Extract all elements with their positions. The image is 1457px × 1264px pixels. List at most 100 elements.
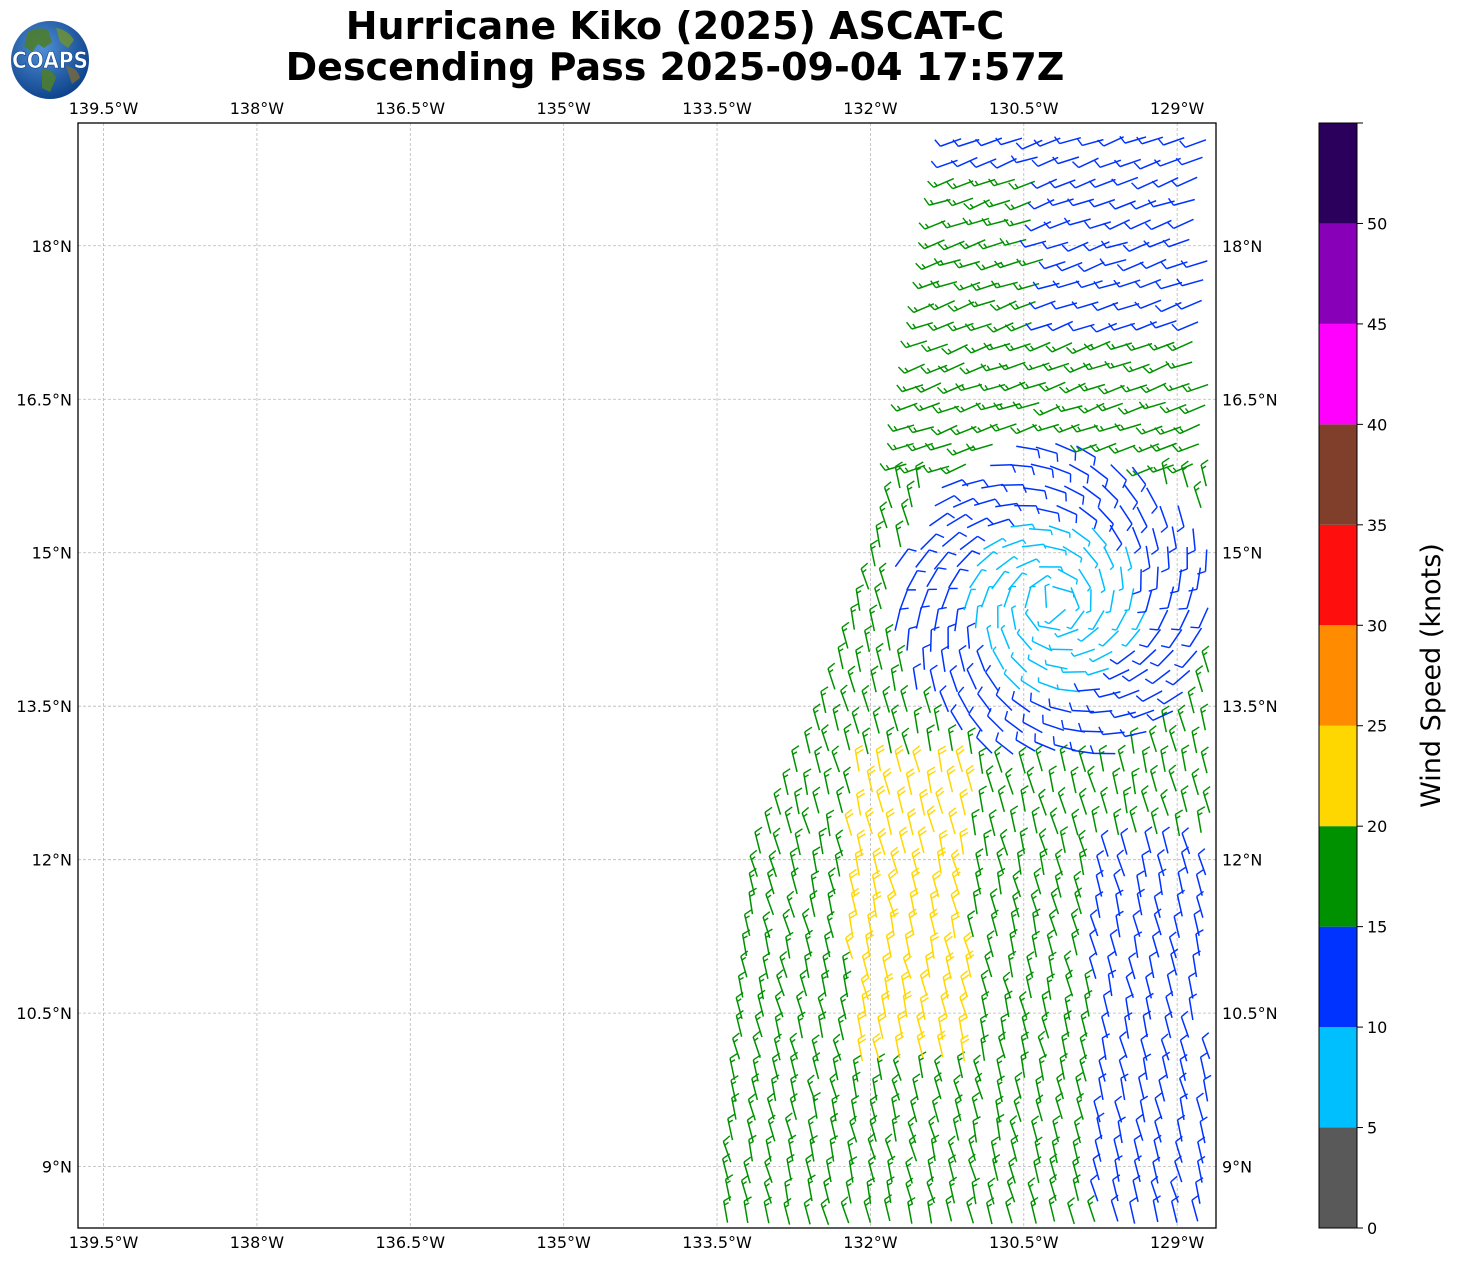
wind-barb <box>920 343 948 353</box>
wind-barb <box>842 951 851 979</box>
wind-barb <box>984 664 999 691</box>
wind-barb <box>1156 691 1184 705</box>
wind-barb <box>1088 610 1105 631</box>
wind-barb <box>896 786 906 814</box>
wind-barb <box>1063 1010 1072 1037</box>
wind-barb <box>1019 827 1029 855</box>
wind-barb <box>884 973 894 1000</box>
wind-barb <box>1018 381 1046 390</box>
wind-barb <box>978 383 1006 392</box>
wind-barb <box>784 1112 794 1140</box>
wind-barb <box>1016 445 1041 459</box>
wind-barb <box>827 867 836 895</box>
wind-barb <box>1071 928 1080 956</box>
wind-barb <box>1037 621 1061 631</box>
wind-barb <box>995 686 1013 712</box>
wind-barb <box>956 550 981 568</box>
wind-barb <box>955 383 983 392</box>
wind-barb <box>820 686 829 714</box>
wind-barb <box>947 301 975 312</box>
wind-barb <box>1005 767 1014 795</box>
wind-barb <box>922 465 950 474</box>
wind-barb <box>1179 1093 1189 1120</box>
wind-barb <box>924 442 952 451</box>
wind-barb <box>1139 258 1167 270</box>
wind-barb <box>1171 321 1199 332</box>
wind-barb <box>812 846 821 874</box>
wind-barb <box>1108 200 1136 210</box>
wind-barb <box>1005 1196 1014 1224</box>
wind-barb <box>1129 805 1138 833</box>
wind-barb <box>1136 136 1164 145</box>
wind-barb <box>918 220 946 230</box>
wind-barb <box>879 463 907 471</box>
wind-barb <box>1072 1156 1081 1184</box>
wind-barb <box>848 868 858 896</box>
wind-barb <box>1112 1174 1121 1202</box>
wind-barb <box>937 362 965 373</box>
wind-barb <box>1139 382 1167 394</box>
colorbar-tick-label-8: 40 <box>1367 415 1387 434</box>
wind-barb <box>883 1194 893 1222</box>
wind-barb <box>1012 870 1022 898</box>
wind-barb <box>952 260 980 269</box>
wind-barb <box>1058 382 1086 394</box>
wind-barb <box>989 423 1017 432</box>
wind-barb <box>1114 423 1142 432</box>
wind-barb <box>986 322 1014 333</box>
wind-barb <box>840 684 849 712</box>
wind-barb <box>912 745 922 773</box>
wind-barb <box>1078 506 1098 530</box>
wind-barb <box>1088 951 1097 979</box>
wind-barb <box>1145 971 1154 999</box>
wind-barb <box>900 340 928 349</box>
wind-barb <box>885 930 895 958</box>
wind-barb <box>810 870 820 898</box>
wind-barb <box>1119 1031 1128 1059</box>
wind-barb <box>1036 507 1061 522</box>
wind-barb <box>887 868 897 896</box>
wind-barb <box>812 703 821 731</box>
wind-barb <box>1010 1134 1019 1162</box>
wind-barb <box>906 569 926 591</box>
wind-barb <box>905 1156 914 1184</box>
wind-barb <box>1031 930 1040 958</box>
wind-barb <box>1041 241 1069 250</box>
wind-barb <box>1032 423 1060 432</box>
wind-barb <box>906 480 915 508</box>
wind-barb <box>1034 733 1056 752</box>
wind-barb <box>829 1072 838 1100</box>
wind-barb <box>765 1134 774 1162</box>
wind-barb <box>911 847 921 875</box>
wind-barb <box>1078 829 1087 857</box>
wind-barb <box>845 931 855 960</box>
wind-barb <box>980 969 989 997</box>
wind-barb <box>965 443 993 452</box>
lon-tick-label-top-4: 133.5°W <box>682 99 752 118</box>
wind-barb <box>737 970 747 998</box>
wind-barb <box>962 217 990 226</box>
wind-barb <box>1014 1071 1023 1099</box>
wind-barb <box>1014 504 1040 515</box>
wind-barb <box>1144 219 1172 231</box>
colorbar-tick-label-4: 20 <box>1367 817 1387 836</box>
colorbar-tick-label-9: 45 <box>1367 315 1387 334</box>
wind-barb <box>1056 684 1081 693</box>
wind-barb <box>1103 219 1130 230</box>
wind-barb <box>1080 1009 1089 1037</box>
wind-barb <box>807 1174 816 1202</box>
wind-barb <box>987 518 1015 527</box>
wind-barb <box>1134 299 1162 309</box>
wind-barb <box>882 952 892 980</box>
colorbar-bin-40-45 <box>1319 323 1357 425</box>
wind-barb <box>975 137 1003 147</box>
wind-barb <box>1136 870 1145 898</box>
wind-barb <box>1096 402 1124 412</box>
wind-barb <box>966 662 977 690</box>
wind-barb <box>1089 442 1117 453</box>
wind-barb <box>735 1009 744 1037</box>
wind-barb <box>993 402 1021 411</box>
wind-barb <box>1084 969 1093 996</box>
wind-barb <box>933 258 961 267</box>
